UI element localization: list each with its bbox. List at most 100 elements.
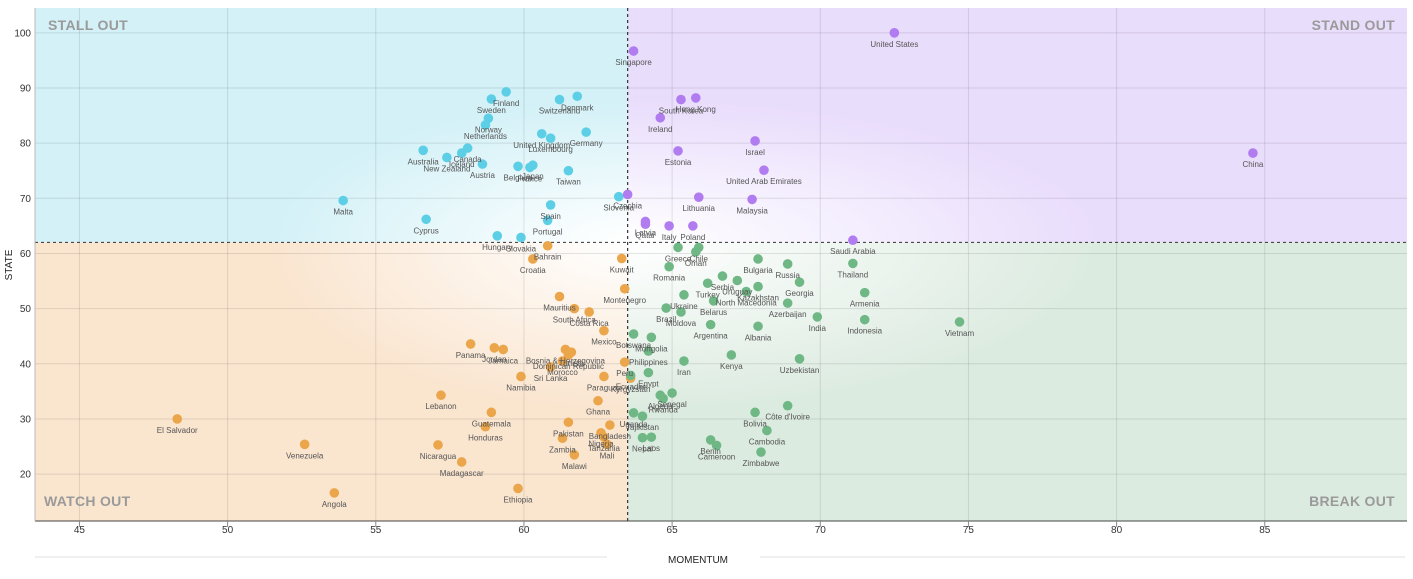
point-austria[interactable] xyxy=(477,159,488,169)
point-peru[interactable] xyxy=(619,357,630,367)
point-italy[interactable] xyxy=(664,221,674,231)
point-spain[interactable] xyxy=(545,200,556,210)
point-egypt[interactable] xyxy=(643,367,654,378)
point-nicaragua[interactable] xyxy=(433,440,443,450)
point-switzerland[interactable] xyxy=(554,94,565,105)
point-iceland[interactable] xyxy=(456,148,467,158)
point-slovenia[interactable] xyxy=(613,191,624,202)
point-saudi-arabia[interactable] xyxy=(848,235,858,246)
point-croatia[interactable] xyxy=(528,254,538,264)
point-portugal[interactable] xyxy=(542,215,553,226)
point-united-states[interactable] xyxy=(889,28,900,38)
point-thailand[interactable] xyxy=(848,258,858,269)
point-north-macedonia[interactable] xyxy=(741,286,751,297)
point-new-zealand[interactable] xyxy=(442,152,452,163)
point-cambodia[interactable] xyxy=(762,425,772,436)
point-uganda[interactable] xyxy=(628,408,639,418)
point-panama[interactable] xyxy=(465,339,476,349)
point-lithuania[interactable] xyxy=(693,192,704,203)
point-bahrain[interactable] xyxy=(542,240,553,251)
point-armenia[interactable] xyxy=(859,287,870,298)
point-sweden[interactable] xyxy=(486,94,497,104)
point-c-te-d-ivoire[interactable] xyxy=(782,400,793,411)
point-russia[interactable] xyxy=(782,259,793,269)
point-greece[interactable] xyxy=(673,242,683,253)
point-georgia[interactable] xyxy=(794,277,805,287)
point-angola[interactable] xyxy=(329,488,340,498)
point-mexico[interactable] xyxy=(599,325,609,336)
point-azerbaijan[interactable] xyxy=(782,298,793,308)
point-bolivia[interactable] xyxy=(750,407,760,418)
point-mali[interactable] xyxy=(602,439,612,450)
point-costa-rica[interactable] xyxy=(584,307,594,317)
point-hungary[interactable] xyxy=(492,231,503,241)
point-jamaica[interactable] xyxy=(498,344,508,355)
point-senegal[interactable] xyxy=(667,388,677,398)
point-slovakia[interactable] xyxy=(516,232,526,243)
point-pakistan[interactable] xyxy=(563,417,574,428)
point-belarus[interactable] xyxy=(708,296,719,306)
point-china[interactable] xyxy=(1248,148,1258,158)
point-denmark[interactable] xyxy=(572,91,583,102)
point-laos[interactable] xyxy=(646,432,657,442)
point-germany[interactable] xyxy=(581,127,591,137)
point-argentina[interactable] xyxy=(705,319,716,330)
point-kazakhstan[interactable] xyxy=(753,281,763,292)
point-brazil[interactable] xyxy=(661,303,671,313)
point-namibia[interactable] xyxy=(516,371,526,382)
point-hong-kong[interactable] xyxy=(691,93,701,103)
point-rwanda[interactable] xyxy=(658,393,669,404)
point-zambia[interactable] xyxy=(557,433,568,444)
point-ukraine[interactable] xyxy=(679,290,689,300)
point-south-korea[interactable] xyxy=(676,94,686,105)
point-taiwan[interactable] xyxy=(563,165,574,176)
point-mauritius[interactable] xyxy=(554,291,565,302)
point-serbia[interactable] xyxy=(717,271,728,281)
point-france[interactable] xyxy=(525,162,535,173)
point-israel[interactable] xyxy=(750,136,760,146)
point-tajikistan[interactable] xyxy=(637,411,648,421)
point-belgium[interactable] xyxy=(513,161,523,172)
point-ghana[interactable] xyxy=(593,395,603,406)
point-honduras[interactable] xyxy=(480,421,491,432)
point-uzbekistan[interactable] xyxy=(794,354,805,364)
point-philippines[interactable] xyxy=(643,346,654,356)
point-vietnam[interactable] xyxy=(954,317,965,327)
point-luxembourg[interactable] xyxy=(545,133,556,143)
point-south-africa[interactable] xyxy=(569,303,580,314)
point-venezuela[interactable] xyxy=(299,439,310,450)
point-malawi[interactable] xyxy=(569,450,580,460)
point-united-kingdom[interactable] xyxy=(536,128,547,139)
point-united-arab-emirates[interactable] xyxy=(759,165,769,175)
point-ireland[interactable] xyxy=(655,112,666,123)
point-kenya[interactable] xyxy=(726,350,737,360)
point-morocco[interactable] xyxy=(557,356,568,366)
point-ecuador[interactable] xyxy=(625,370,636,381)
point-el-salvador[interactable] xyxy=(172,414,183,424)
point-netherlands[interactable] xyxy=(480,120,491,130)
point-turkey[interactable] xyxy=(702,278,713,289)
point-ethiopia[interactable] xyxy=(513,483,523,494)
point-dominican-republic[interactable] xyxy=(563,350,574,360)
point-montenegro[interactable] xyxy=(619,283,630,294)
point-malta[interactable] xyxy=(338,195,348,206)
point-madagascar[interactable] xyxy=(456,457,467,467)
point-iran[interactable] xyxy=(679,356,689,366)
point-nepal[interactable] xyxy=(637,432,648,443)
point-moldova[interactable] xyxy=(676,307,686,317)
point-poland[interactable] xyxy=(688,221,698,231)
point-australia[interactable] xyxy=(418,145,428,156)
point-albania[interactable] xyxy=(753,321,763,332)
point-tanzania[interactable] xyxy=(599,432,609,442)
point-cameroon[interactable] xyxy=(711,440,722,451)
point-bangladesh[interactable] xyxy=(605,420,615,430)
point-oman[interactable] xyxy=(691,247,701,257)
point-cyprus[interactable] xyxy=(421,214,431,225)
point-bulgaria[interactable] xyxy=(753,254,763,264)
point-zimbabwe[interactable] xyxy=(756,447,766,457)
point-czechia[interactable] xyxy=(622,189,633,200)
point-sri-lanka[interactable] xyxy=(545,362,556,372)
point-india[interactable] xyxy=(812,312,823,322)
point-kuwait[interactable] xyxy=(616,253,627,264)
point-paraguay[interactable] xyxy=(599,371,609,382)
